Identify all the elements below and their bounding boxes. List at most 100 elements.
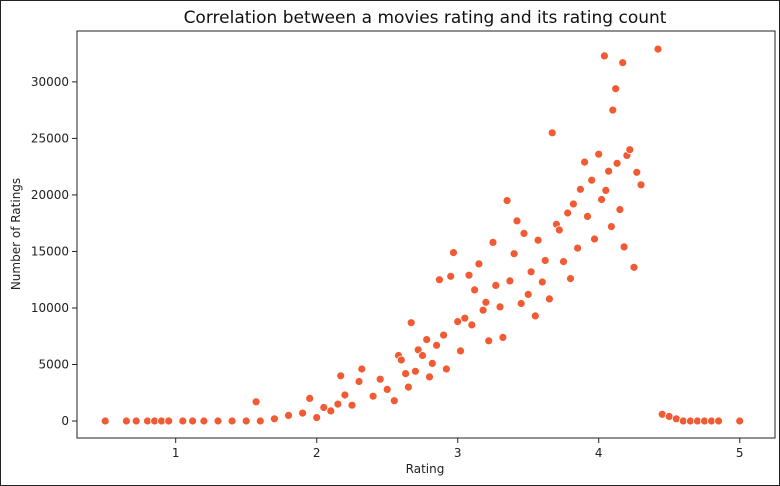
- data-point: [519, 228, 529, 238]
- data-point: [406, 318, 416, 328]
- data-point: [498, 332, 508, 342]
- x-axis-label: Rating: [406, 462, 445, 476]
- data-point: [615, 205, 625, 215]
- data-point: [563, 208, 573, 218]
- data-point: [425, 372, 434, 382]
- data-point: [312, 413, 322, 423]
- data-point: [587, 175, 597, 185]
- data-point: [618, 58, 628, 68]
- data-point: [441, 364, 451, 374]
- data-point: [600, 51, 609, 61]
- data-point: [298, 408, 308, 418]
- y-tick-label: 0: [61, 414, 69, 428]
- chart-title: Correlation between a movies rating and …: [184, 8, 667, 28]
- data-point: [714, 416, 723, 426]
- data-point: [604, 166, 613, 176]
- data-points: [100, 44, 745, 426]
- data-point: [509, 249, 519, 259]
- data-point: [580, 157, 589, 167]
- data-point: [512, 216, 522, 226]
- data-point: [608, 105, 618, 115]
- data-point: [612, 158, 622, 168]
- data-point: [354, 377, 364, 386]
- data-point: [199, 416, 209, 426]
- data-point: [502, 196, 512, 206]
- data-point: [530, 311, 540, 321]
- data-point: [434, 275, 444, 285]
- y-axis-label: Number of Ratings: [9, 178, 23, 290]
- data-point: [590, 234, 599, 244]
- data-point: [251, 397, 261, 407]
- data-point: [491, 280, 501, 290]
- y-tick-label: 15000: [31, 244, 69, 258]
- x-tick-label: 1: [172, 446, 180, 460]
- data-point: [735, 416, 745, 426]
- data-point: [305, 393, 315, 403]
- data-point: [569, 199, 578, 209]
- data-point: [495, 302, 505, 312]
- data-point: [319, 403, 329, 412]
- data-point: [368, 391, 378, 401]
- data-point: [333, 399, 343, 409]
- data-point: [554, 225, 564, 235]
- data-point: [537, 277, 547, 287]
- data-point: [410, 366, 420, 376]
- data-point: [241, 416, 251, 426]
- data-point: [389, 396, 399, 406]
- data-point: [464, 270, 474, 280]
- x-axis: 1 2 3 4 5: [172, 438, 744, 460]
- data-point: [336, 371, 346, 381]
- y-axis: 0 5000 10000 15000 20000 25000 30000: [31, 75, 77, 428]
- data-point: [456, 346, 465, 356]
- y-tick-label: 20000: [31, 188, 69, 202]
- data-point: [470, 285, 480, 295]
- data-point: [122, 416, 131, 426]
- data-point: [403, 382, 413, 392]
- data-point: [653, 44, 663, 54]
- data-point: [460, 313, 470, 323]
- data-point: [516, 299, 526, 308]
- data-point: [418, 351, 427, 360]
- data-point: [439, 330, 449, 340]
- data-point: [547, 128, 557, 138]
- data-point: [357, 364, 367, 374]
- y-tick-label: 10000: [31, 301, 69, 315]
- x-tick-label: 3: [454, 446, 462, 460]
- data-point: [255, 416, 265, 426]
- data-point: [576, 184, 585, 194]
- data-point: [326, 406, 336, 416]
- data-point: [164, 416, 174, 426]
- plot-area: [76, 30, 776, 439]
- data-point: [573, 243, 582, 253]
- data-point: [533, 235, 543, 245]
- data-point: [601, 185, 611, 195]
- data-point: [583, 211, 592, 221]
- data-point: [422, 335, 432, 345]
- data-point: [636, 180, 646, 190]
- y-tick-label: 5000: [38, 358, 69, 372]
- x-tick-label: 2: [313, 446, 321, 460]
- data-point: [131, 416, 141, 426]
- data-point: [545, 294, 554, 304]
- data-point: [188, 416, 198, 426]
- data-point: [632, 167, 642, 177]
- data-point: [619, 242, 629, 252]
- data-point: [478, 305, 488, 315]
- data-point: [432, 340, 442, 350]
- data-point: [523, 289, 533, 299]
- data-point: [100, 416, 110, 426]
- data-point: [213, 416, 223, 426]
- data-point: [227, 416, 237, 426]
- data-point: [269, 414, 279, 424]
- data-point: [597, 195, 606, 204]
- data-point: [526, 267, 536, 277]
- data-point: [488, 237, 498, 247]
- data-point: [607, 222, 616, 232]
- x-tick-label: 5: [736, 446, 744, 460]
- data-point: [427, 358, 437, 368]
- data-point: [453, 317, 463, 327]
- data-point: [396, 355, 406, 365]
- data-point: [446, 271, 456, 281]
